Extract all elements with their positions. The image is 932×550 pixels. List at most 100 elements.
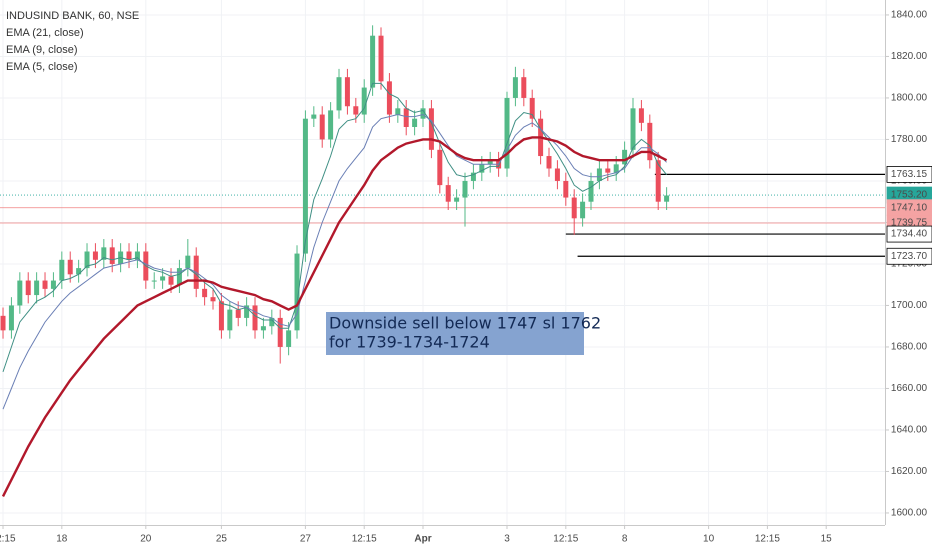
candle-body (420, 108, 426, 119)
y-tick-label: 1600.00 (891, 508, 928, 519)
candle-body (185, 255, 191, 269)
candle-body (370, 35, 376, 88)
grid (0, 0, 885, 525)
chart-title: INDUSIND BANK, 60, NSE (6, 10, 139, 22)
candle-body (596, 168, 602, 181)
candle-body (622, 149, 628, 165)
ema-line (2, 113, 667, 410)
x-tick-label: 12:15 (553, 534, 578, 545)
candle-body (109, 247, 115, 264)
y-tick-label: 1820.00 (891, 51, 928, 62)
x-tick-label: 3 (504, 534, 510, 545)
candle-body (252, 305, 258, 331)
legend-entry: EMA (21, close) (6, 27, 84, 39)
x-tick-label: Apr (414, 534, 431, 545)
candle-body (59, 259, 65, 281)
candle-body (504, 97, 510, 169)
candle-body (554, 168, 560, 181)
candle-body (8, 305, 14, 331)
candle-body (101, 247, 107, 260)
candle-body (202, 288, 208, 298)
candle-body (605, 168, 611, 173)
candle-body (210, 297, 216, 302)
candle-body (336, 77, 342, 111)
candle-body (462, 180, 468, 198)
candle-body (34, 280, 40, 296)
x-tick-label: 25 (216, 534, 228, 545)
price-tag-label: 1753.20 (891, 190, 928, 201)
candle-body (664, 195, 670, 202)
candle-body (378, 35, 384, 82)
marks (0, 25, 885, 497)
axes: 1600.00 1620.00 1640.00 1660.00 1680.00 1700.… (0, 10, 932, 545)
candle-body (168, 276, 174, 285)
candle-body (487, 160, 493, 165)
candle-body (294, 253, 300, 331)
candle-body (580, 201, 586, 219)
candle-body (437, 149, 443, 186)
candle-body (638, 108, 644, 123)
price-tag-label: 1739.75 (891, 218, 928, 229)
candle-body (50, 280, 56, 289)
legend-entry: EMA (9, close) (6, 44, 78, 56)
candle-body (244, 305, 250, 318)
candle-body (521, 77, 527, 98)
annotation-text: Downside sell below 1747 sl 1762 (329, 314, 601, 333)
x-tick-label: 12:15 (352, 534, 377, 545)
candle-body (25, 280, 31, 296)
candle-body (588, 180, 594, 202)
candle-body (529, 97, 535, 119)
candle-body (260, 326, 266, 331)
candle-body (67, 259, 73, 275)
price-tag (886, 247, 932, 265)
legend-entry: EMA (5, close) (6, 61, 78, 73)
x-tick-label: 27 (300, 534, 312, 545)
candle-body (479, 164, 485, 173)
candle-body (353, 106, 359, 115)
annotation-text: for 1739-1734-1724 (329, 333, 490, 352)
candle-body (302, 118, 308, 254)
candle-body (76, 268, 82, 275)
y-tick-label: 1680.00 (891, 342, 928, 353)
candle-body (395, 108, 401, 115)
candle-body (428, 108, 434, 150)
candle-body (176, 268, 182, 285)
y-tick-label: 1640.00 (891, 425, 928, 436)
candle-body (655, 160, 661, 202)
candle-body (344, 77, 350, 107)
x-tick-label: 12:15 (755, 534, 780, 545)
candle-body (512, 77, 518, 98)
candle-body (17, 280, 23, 306)
ema-line (1, 136, 668, 497)
y-tick-label: 1780.00 (891, 134, 928, 145)
y-tick-label: 1800.00 (891, 93, 928, 104)
candle-body (269, 317, 275, 327)
y-tick-label: 1620.00 (891, 466, 928, 477)
candle-body (630, 108, 636, 150)
candle-body (613, 164, 619, 173)
annotation-box (326, 312, 584, 355)
candle-body (0, 315, 6, 331)
y-tick-label: 1840.00 (891, 10, 928, 21)
candle-body (277, 317, 283, 347)
candle-body (84, 251, 90, 269)
candle-body (235, 309, 241, 318)
x-tick-label: 15 (821, 534, 833, 545)
ema-line (2, 82, 667, 373)
candle-body (546, 156, 552, 169)
x-tick-label: 18 (56, 534, 68, 545)
candle-body (218, 301, 224, 331)
candle-body (647, 122, 653, 161)
candle-body (361, 87, 367, 115)
price-tag (886, 225, 932, 243)
candle-body (403, 108, 409, 127)
x-tick-label: 8 (622, 534, 628, 545)
candle-body (563, 180, 569, 198)
price-tag-label: 1723.70 (891, 251, 928, 262)
candle-body (126, 251, 132, 260)
x-tick-label: 20 (140, 534, 152, 545)
candle-body (470, 172, 476, 181)
candle-body (311, 114, 317, 119)
